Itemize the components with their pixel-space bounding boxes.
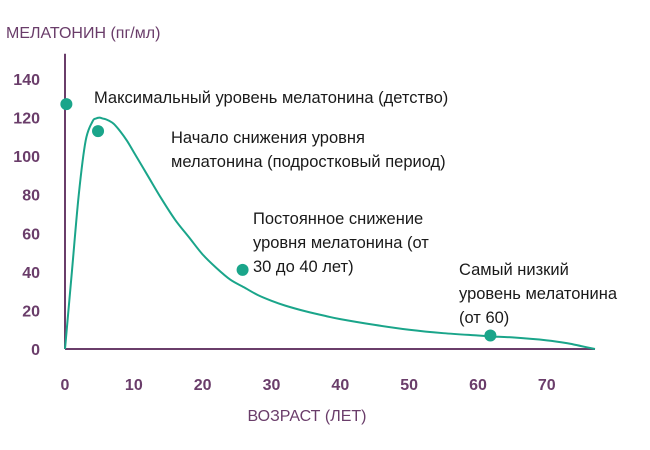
y-tick-label: 140 (13, 72, 40, 89)
x-tick-label: 60 (469, 377, 487, 394)
y-tick-label: 100 (13, 149, 40, 166)
x-tick-label: 20 (194, 377, 212, 394)
data-point (92, 125, 105, 138)
x-tick-label: 0 (61, 377, 70, 394)
y-axis-label: МЕЛАТОНИН (пг/мл) (6, 25, 160, 42)
x-tick-label: 30 (263, 377, 281, 394)
point-annotation: Самый низкий уровень мелатонина (от 60) (459, 261, 618, 327)
point-annotation: Максимальный уровень мелатонина (детство… (94, 89, 448, 107)
data-point (484, 329, 497, 342)
series-group (64, 116, 596, 350)
tick-labels: 0 20 40 60 80 100 120 140 0 10 20 30 40 50 60 70 (13, 72, 556, 394)
data-point (60, 98, 73, 111)
y-tick-label: 0 (31, 342, 40, 359)
y-tick-label: 60 (22, 226, 40, 243)
x-tick-label: 10 (125, 377, 143, 394)
points-group (60, 98, 497, 342)
annotations-group: Максимальный уровень мелатонина (детство… (94, 89, 618, 327)
point-annotation: Постоянное снижение уровня мелатонина (от… (253, 210, 429, 276)
x-tick-label: 50 (400, 377, 418, 394)
x-axis-label: ВОЗРАСТ (ЛЕТ) (247, 408, 366, 425)
x-tick-label: 70 (538, 377, 556, 394)
y-tick-label: 20 (22, 303, 40, 320)
y-tick-label: 40 (22, 265, 40, 282)
point-annotation: Начало снижения уровня мелатонина (подрос… (171, 129, 446, 171)
data-point (236, 263, 249, 276)
y-tick-label: 80 (22, 188, 40, 205)
y-tick-label: 120 (13, 111, 40, 128)
series-line (64, 116, 596, 350)
x-tick-label: 40 (331, 377, 349, 394)
